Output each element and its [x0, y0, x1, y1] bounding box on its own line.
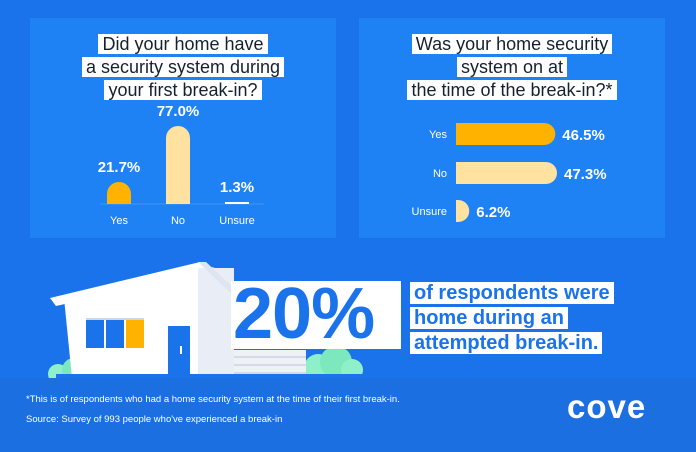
highlight-percent-box	[231, 281, 401, 349]
chart-title-line-1: Was your home security	[359, 34, 665, 55]
bar-yes	[456, 123, 556, 145]
value-label: 47.3%	[564, 166, 607, 183]
category-label: Unsure	[219, 215, 254, 227]
vertical-bar-chart: 21.7% Yes 77.0% No 1.3% Unsure	[98, 103, 264, 227]
chart-title-line-1: Did your home have	[30, 34, 336, 55]
category-label: Unsure	[412, 206, 447, 218]
chart-panel-security-system: Did your home have a security system dur…	[30, 18, 336, 238]
chart-title-line-2: a security system during	[30, 57, 336, 78]
horizontal-bar-chart: Yes 46.5% No 47.3% Unsure 6.2%	[412, 123, 607, 222]
category-label: No	[171, 215, 185, 227]
value-label: 1.3%	[220, 179, 254, 196]
category-label: Yes	[429, 129, 447, 141]
value-label: 21.7%	[98, 159, 141, 176]
value-label: 46.5%	[562, 127, 605, 144]
bar-unsure	[456, 200, 470, 222]
chart-title-line-3: your first break-in?	[30, 80, 336, 101]
highlight-text-line-3: attempted break-in.	[410, 331, 603, 355]
highlight-percent: 20%	[233, 274, 375, 354]
category-label: Yes	[110, 215, 128, 227]
category-label: No	[433, 168, 447, 180]
value-label: 77.0%	[157, 103, 200, 120]
chart-panel-system-on: Was your home security system on at the …	[359, 18, 665, 238]
value-label: 6.2%	[476, 204, 510, 221]
highlight-text-line-1: of respondents were	[410, 281, 614, 305]
highlight-text-line-2: home during an	[410, 306, 568, 330]
footer-bar	[0, 378, 696, 452]
source-note: Source: Survey of 993 people who've expe…	[26, 414, 283, 425]
bar-yes	[107, 182, 131, 204]
bar-no	[456, 162, 557, 184]
footnote: *This is of respondents who had a home s…	[26, 394, 400, 405]
cove-logo: cove	[567, 388, 647, 425]
chart-title-line-2: system on at	[359, 57, 665, 78]
chart-title-line-3: the time of the break-in?*	[359, 80, 665, 101]
bar-no	[166, 126, 190, 204]
bar-unsure	[225, 202, 249, 204]
